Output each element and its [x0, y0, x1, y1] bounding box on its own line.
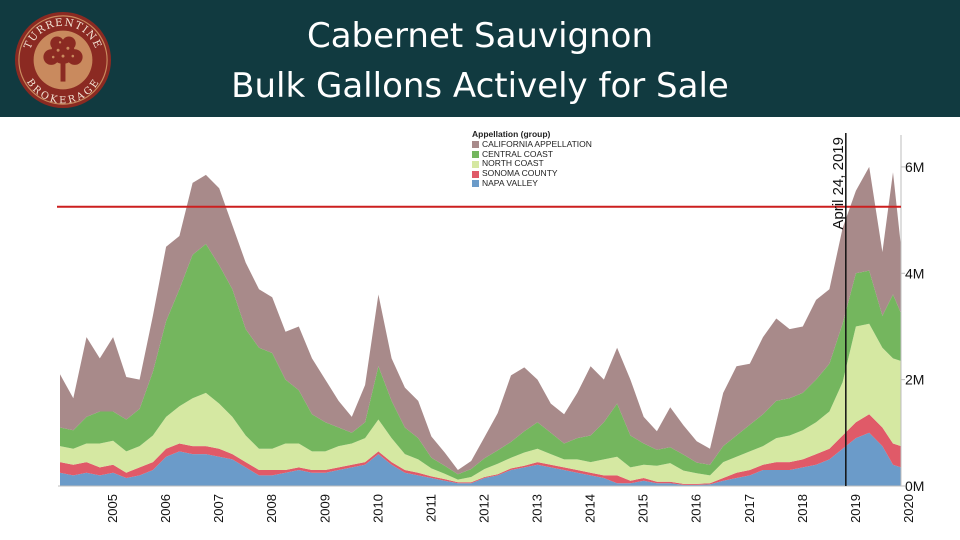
legend-label: SONOMA COUNTY — [482, 168, 558, 179]
y-tick-label: 6M — [905, 159, 924, 175]
x-tick-label: 2011 — [423, 494, 438, 522]
x-tick-label: 2009 — [317, 494, 332, 523]
x-tick-label: 2019 — [848, 494, 863, 523]
x-tick-label: 2013 — [530, 494, 545, 523]
y-tick-label: 0M — [905, 478, 924, 494]
x-tick-label: 2006 — [158, 494, 173, 523]
series-areas — [60, 166, 901, 486]
legend-item: CENTRAL COAST — [472, 148, 592, 160]
x-tick-label: 2017 — [742, 494, 757, 523]
legend-item: NAPA VALLEY — [472, 177, 592, 189]
x-tick-label: 2007 — [211, 494, 226, 523]
legend-swatch — [472, 160, 479, 168]
x-tick-label: 2008 — [264, 494, 279, 523]
turrentine-brokerage-logo: TURRENTINE BROKERAGE — [14, 11, 112, 109]
stacked-area-chart: 2005 2006 2007 2008 2009 2010 2011 2012 2013 2014… — [57, 133, 924, 523]
x-tick-label: 2005 — [105, 494, 120, 523]
y-tick-label: 2M — [905, 372, 924, 388]
legend-item: NORTH COAST — [472, 159, 592, 169]
overlay-lines: April 24, 2019 — [57, 133, 901, 486]
legend-title: Appellation (group) — [472, 129, 551, 139]
annotation-label: April 24, 2019 — [830, 137, 847, 230]
y-tick-label: 4M — [905, 265, 924, 281]
title-line-1: Cabernet Sauvignon — [306, 16, 654, 56]
series-area-central-coast — [60, 244, 901, 480]
header-banner: TURRENTINE BROKERAGE Cabernet Sauvignon … — [0, 0, 960, 117]
axes: 2005 2006 2007 2008 2009 2010 2011 2012 2013 2014… — [58, 135, 924, 523]
x-tick-label: 2020 — [901, 494, 916, 523]
legend: Appellation (group) CALIFORNIA APPELLATI… — [472, 129, 592, 189]
title-line-2: Bulk Gallons Actively for Sale — [231, 66, 729, 106]
x-tick-label: 2015 — [636, 494, 651, 523]
legend-swatch — [472, 150, 479, 158]
legend-label: NAPA VALLEY — [482, 177, 538, 188]
legend-item: CALIFORNIA APPELLATION — [472, 138, 592, 150]
legend-swatch — [472, 141, 479, 149]
x-tick-label: 2012 — [476, 494, 491, 523]
legend-swatch — [472, 180, 479, 188]
legend-items: CALIFORNIA APPELLATION CENTRAL COAST NORTH… — [472, 138, 592, 189]
x-tick-label: 2014 — [583, 494, 598, 523]
legend-item: SONOMA COUNTY — [472, 168, 592, 179]
legend-label: NORTH COAST — [482, 158, 544, 169]
x-tick-label: 2018 — [795, 494, 810, 523]
legend-label: CENTRAL COAST — [482, 148, 554, 159]
series-area-napa-valley — [60, 432, 901, 486]
legend-label: CALIFORNIA APPELLATION — [482, 138, 592, 149]
legend-swatch — [472, 170, 479, 178]
x-tick-label: 2016 — [689, 494, 704, 523]
x-tick-label: 2010 — [370, 494, 385, 523]
